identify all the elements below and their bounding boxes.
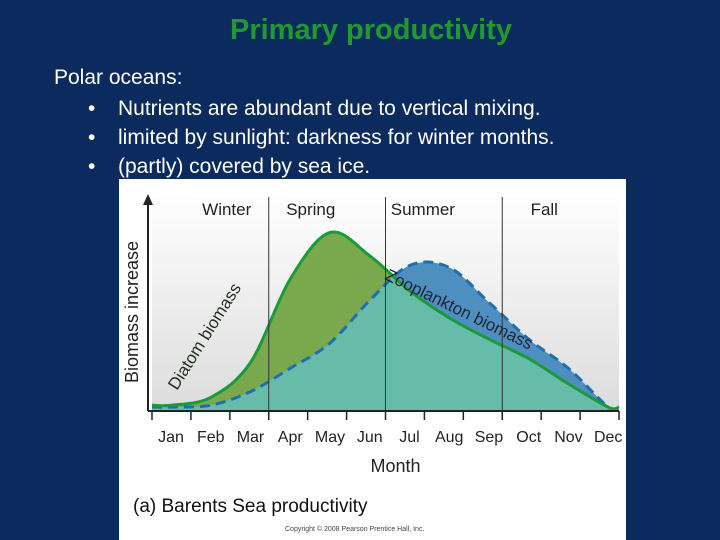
- bullet-dot: •: [88, 126, 96, 149]
- bullet-dot: •: [88, 155, 96, 178]
- zooplankton-line: [151, 260, 620, 412]
- x-tick-label: Nov: [554, 429, 582, 446]
- x-tick-label: Aug: [435, 429, 463, 446]
- season-label: Summer: [391, 200, 456, 219]
- bullet-list: • Nutrients are abundant due to vertical …: [88, 94, 555, 181]
- x-tick-label: Jul: [399, 429, 419, 446]
- biomass-chart: Winter Spring Summer Fall Jan Feb Mar Apr May Jun…: [122, 193, 622, 533]
- x-tick-label: Mar: [237, 429, 265, 446]
- chart-caption: (a) Barents Sea productivity: [133, 496, 368, 517]
- x-tick-label: Jun: [357, 429, 383, 446]
- slide-title: Primary productivity: [229, 14, 513, 46]
- intro-text: Polar oceans:: [54, 66, 183, 89]
- season-label: Winter: [202, 200, 251, 219]
- x-tick-label: Sep: [475, 429, 504, 446]
- chart-figure: Winter Spring Summer Fall Jan Feb Mar Apr May Jun…: [119, 179, 626, 540]
- x-tick-label: Oct: [516, 429, 541, 446]
- x-tick-label: Feb: [197, 429, 225, 446]
- bullet-item: • limited by sunlight: darkness for winte…: [88, 123, 555, 152]
- x-tick-label: May: [315, 429, 345, 446]
- bullet-text: (partly) covered by sea ice.: [118, 155, 371, 178]
- x-tick-label: Dec: [594, 429, 622, 446]
- x-tick-label: Jan: [158, 429, 184, 446]
- copyright-text: Copyright © 2008 Pearson Prentice Hall, …: [285, 525, 424, 533]
- bullet-dot: •: [88, 97, 96, 120]
- bullet-text: Nutrients are abundant due to vertical m…: [118, 97, 541, 120]
- season-label: Spring: [286, 200, 335, 219]
- y-axis-arrow: [143, 194, 153, 205]
- y-axis-label: Biomass increase: [122, 241, 142, 383]
- x-axis-label: Month: [370, 456, 420, 476]
- diatom-line: [151, 230, 620, 411]
- bullet-item: • (partly) covered by sea ice.: [88, 152, 555, 181]
- season-label: Fall: [531, 200, 558, 219]
- bullet-text: limited by sunlight: darkness for winter…: [118, 126, 555, 149]
- x-tick-label: Apr: [278, 429, 304, 446]
- bullet-item: • Nutrients are abundant due to vertical …: [88, 94, 555, 123]
